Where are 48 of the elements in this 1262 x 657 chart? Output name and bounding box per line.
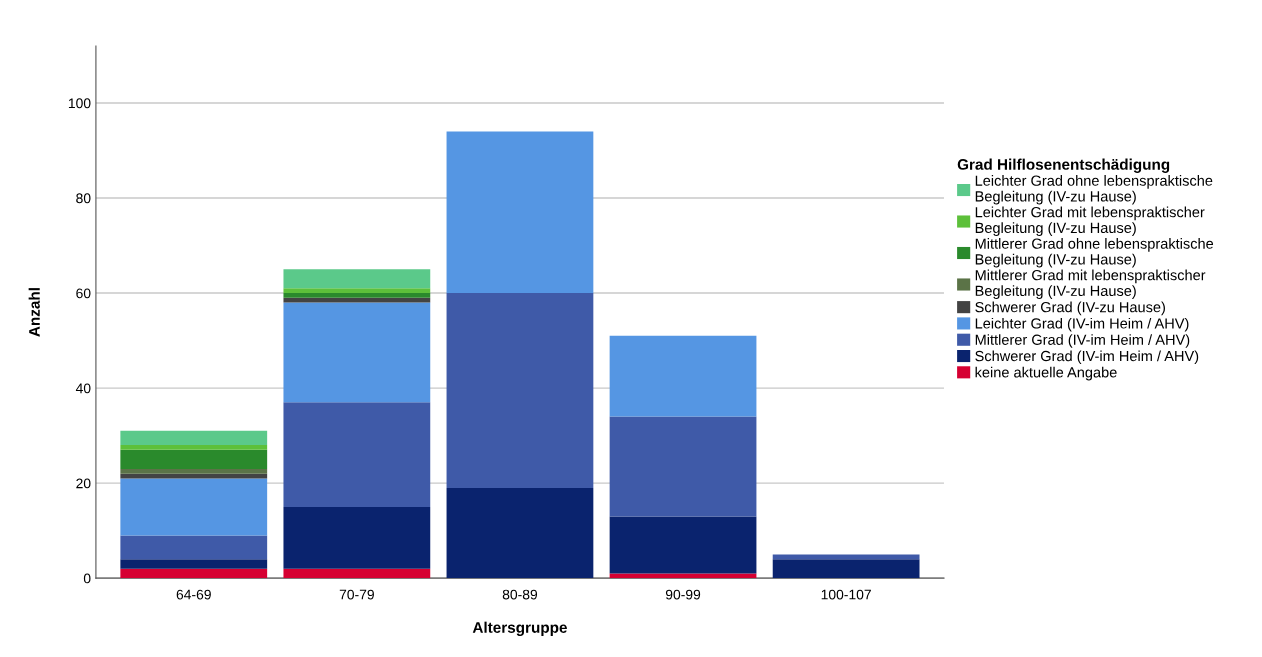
- legend-label: Leichter Grad (IV-im Heim / AHV): [975, 317, 1189, 332]
- bar: [120, 478, 268, 536]
- bar: [120, 535, 268, 560]
- y-tick-label: 40: [75, 383, 91, 394]
- bar: [283, 506, 431, 569]
- bar: [609, 573, 757, 579]
- bar: [283, 402, 431, 507]
- bar: [120, 568, 268, 579]
- bar: [283, 293, 431, 298]
- x-tick-label: 80-89: [502, 589, 538, 600]
- bar: [772, 554, 920, 560]
- y-axis-title: Anzahl: [28, 288, 40, 337]
- legend-label: Mittlerer Grad ohne lebenspraktische Begleitung (IV-zu Hause): [975, 238, 1214, 268]
- x-axis-title: Altersgruppe: [472, 621, 567, 636]
- bar: [446, 131, 594, 294]
- y-tick-label: 100: [68, 98, 91, 109]
- bar: [283, 288, 431, 294]
- bar: [609, 335, 757, 417]
- bar: [120, 445, 268, 450]
- bar: [120, 430, 268, 446]
- bar: [609, 416, 757, 517]
- legend-label: Leichter Grad ohne lebenspraktische Begleitung (IV-zu Hause): [975, 175, 1213, 205]
- legend-label: Mittlerer Grad (IV-im Heim / AHV): [975, 334, 1190, 348]
- bar: [283, 568, 431, 579]
- x-tick-label: 90-99: [665, 589, 701, 600]
- bar: [446, 293, 594, 488]
- legend-label: Leichter Grad mit lebenspraktischer Begleitung (IV-zu Hause): [975, 206, 1205, 236]
- bar: [120, 449, 268, 469]
- legend-title: Grad Hilflosenentschädigung: [957, 158, 1170, 173]
- x-tick-label: 64-69: [176, 589, 211, 600]
- bar: [120, 468, 268, 474]
- x-tick-label: 70-79: [339, 589, 374, 600]
- bar: [609, 516, 757, 574]
- y-tick-label: 20: [76, 478, 91, 489]
- legend-label: Schwerer Grad (IV-zu Hause): [975, 301, 1165, 316]
- y-tick-label: 0: [83, 573, 91, 584]
- bar: [283, 269, 431, 289]
- legend-label: Mittlerer Grad mit lebenspraktischer Begleitung (IV-zu Hause): [975, 269, 1206, 299]
- bar: [283, 297, 431, 303]
- y-tick-label: 80: [76, 193, 91, 204]
- bar: [283, 302, 431, 403]
- y-tick-label: 60: [76, 288, 91, 299]
- bar: [772, 559, 920, 579]
- x-tick-label: 100-107: [821, 589, 871, 600]
- legend-label: keine aktuelle Angabe: [975, 366, 1117, 381]
- legend-label: Schwerer Grad (IV-im Heim / AHV): [975, 350, 1199, 365]
- bar: [120, 559, 268, 569]
- bar: [446, 487, 594, 579]
